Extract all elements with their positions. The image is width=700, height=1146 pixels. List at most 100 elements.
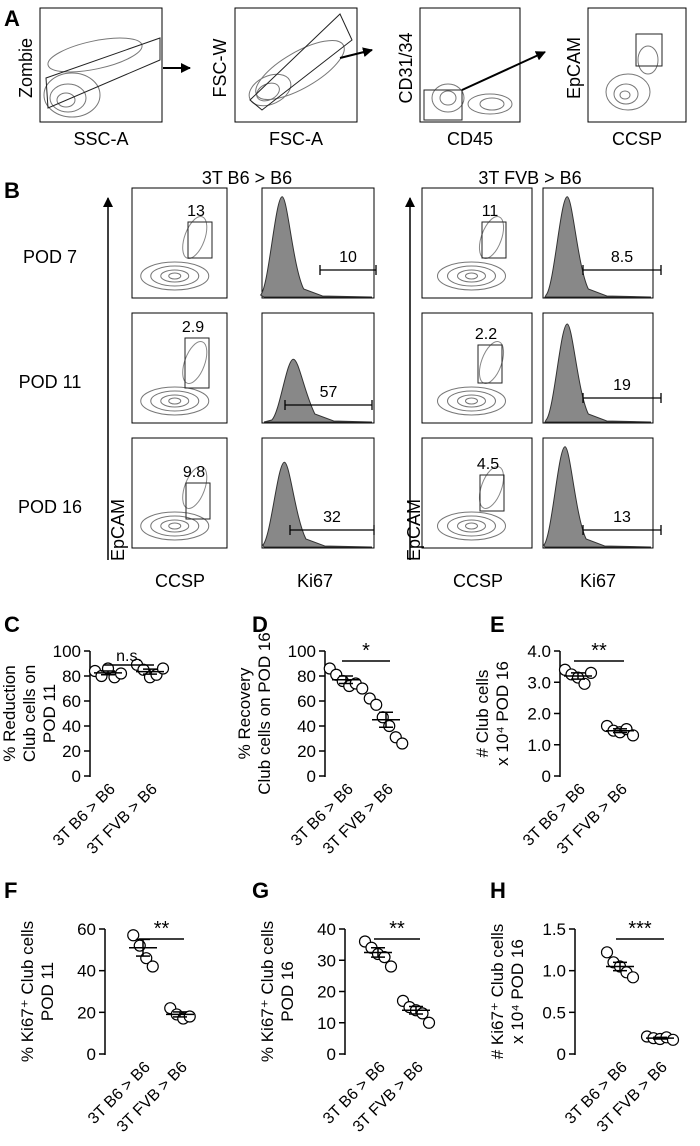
y-tick-label: 0 [87,1045,96,1064]
a1-ylabel: Zombie [16,38,36,98]
y-tick-label: 80 [62,667,81,686]
significance-label: * [362,640,370,662]
b-contour [150,390,200,412]
y-axis-label: Club cells on POD 16 [255,632,274,795]
y-tick-label: 20 [62,742,81,761]
y-axis-label: POD 16 [278,961,297,1021]
y-tick-label: 100 [53,642,81,661]
b-gate [477,344,503,384]
panel-e-letter: E [490,612,505,637]
b-gate-value: 4.5 [477,456,499,473]
y-tick-label: 100 [288,642,316,661]
b-gate [479,474,505,512]
y-axis-label: # Ki67⁺ Club cells [488,924,507,1060]
a3-xlabel: CD45 [447,129,493,149]
panel-h-letter: H [490,878,506,903]
b-contour [160,269,190,283]
significance-label: *** [628,918,652,940]
b-contour [465,522,478,530]
b-dotplot-frame [131,312,228,424]
y-tick-label: 20 [77,1003,96,1022]
b-histogram-curve [259,196,373,298]
data-point [127,929,140,942]
b-row-label-pod16: POD 16 [18,497,82,517]
b-group2-xlabel-ki67: Ki67 [580,571,616,591]
b-ki67-value: 8.5 [611,249,633,266]
y-tick-label: 40 [77,962,96,981]
b-contour [437,386,506,416]
y-tick-label: 20 [317,983,336,1002]
significance-label: n.s. [116,648,142,665]
b-row-label-pod11: POD 11 [19,372,82,392]
y-tick-label: 0 [72,767,81,786]
y-tick-label: 40 [297,717,316,736]
b-contour [465,272,478,280]
y-axis-label: % Ki67⁺ Club cells [18,921,37,1062]
a4-frame [587,7,687,123]
y-tick-label: 0 [307,767,316,786]
a1-xlabel: SSC-A [73,129,128,149]
y-tick-label: 1.0 [527,736,551,755]
x-category-label: 3T FVB > B6 [594,1059,671,1136]
b-contour [182,466,208,509]
y-tick-label: 0 [557,1045,566,1064]
a2-ylabel: FSC-W [210,38,230,97]
b-gate [184,337,210,389]
significance-label: ** [154,918,170,940]
b-dotplot-frame [131,437,228,549]
b-contour [140,511,210,541]
a2-arrow [339,47,373,59]
b-ki67-value: 19 [613,377,631,394]
b-dotplot-frame [421,437,533,549]
b-gate-value: 2.9 [182,319,204,336]
b-group2-xlabel-ccsp: CCSP [453,571,503,591]
b-histogram-frame [261,437,375,549]
b-ki67-value: 57 [320,384,338,401]
a1-contours [43,37,143,118]
b-histogram-frame [542,312,654,424]
b-histogram-frame [542,187,654,299]
data-point [146,960,159,973]
panel-b-letter: B [4,178,20,203]
y-tick-label: 60 [62,692,81,711]
b-row-label-pod7: POD 7 [23,247,77,267]
b-gate [481,221,507,259]
data-point [578,677,591,690]
y-tick-label: 40 [317,920,336,939]
a3-frame [419,7,521,123]
y-axis-label: Club cells on [20,665,39,762]
b-contour [140,386,210,416]
b-contour [182,216,208,259]
b-contour [168,272,182,280]
b-contour [457,519,486,533]
b-contour [478,466,505,509]
b-contour [478,216,505,259]
panel-c-letter: C [4,612,20,637]
b-dotplot-frame [421,312,533,424]
b-group1-xlabel-ccsp: CCSP [155,571,205,591]
panel-h: H 0 0.5 1.0 1.5 # Ki67⁺ Club cells x 10⁴ POD 1… [488,878,680,1136]
data-point [626,729,640,742]
b-histogram-curve [543,446,652,548]
panel-c: C 0 20 40 60 80 100 % Reduction Club cells on POD… [0,612,170,858]
y-tick-label: 40 [62,717,81,736]
y-tick-label: 60 [297,692,316,711]
panel-e: E01.02.03.04.0# Club cells x 10⁴ POD 163T… [473,612,640,858]
a3-arrow [461,51,546,91]
y-tick-label: 10 [317,1014,336,1033]
b-gate-value: 2.2 [475,326,497,343]
y-axis-label: POD 11 [38,962,57,1021]
b-gate-value: 11 [482,203,499,220]
a2-gate [249,13,353,111]
y-axis-label: x 10⁴ POD 16 [493,661,512,766]
data-point [356,682,369,695]
x-category-label: 3T FVB > B6 [320,781,397,858]
a1-gate [45,37,161,109]
a4-gate [635,33,663,67]
panel-d: D 0 20 40 60 80 100 % Recovery Club cells on POD… [235,612,409,858]
data-point [384,960,398,973]
a3-ylabel: CD31/34 [396,32,416,103]
